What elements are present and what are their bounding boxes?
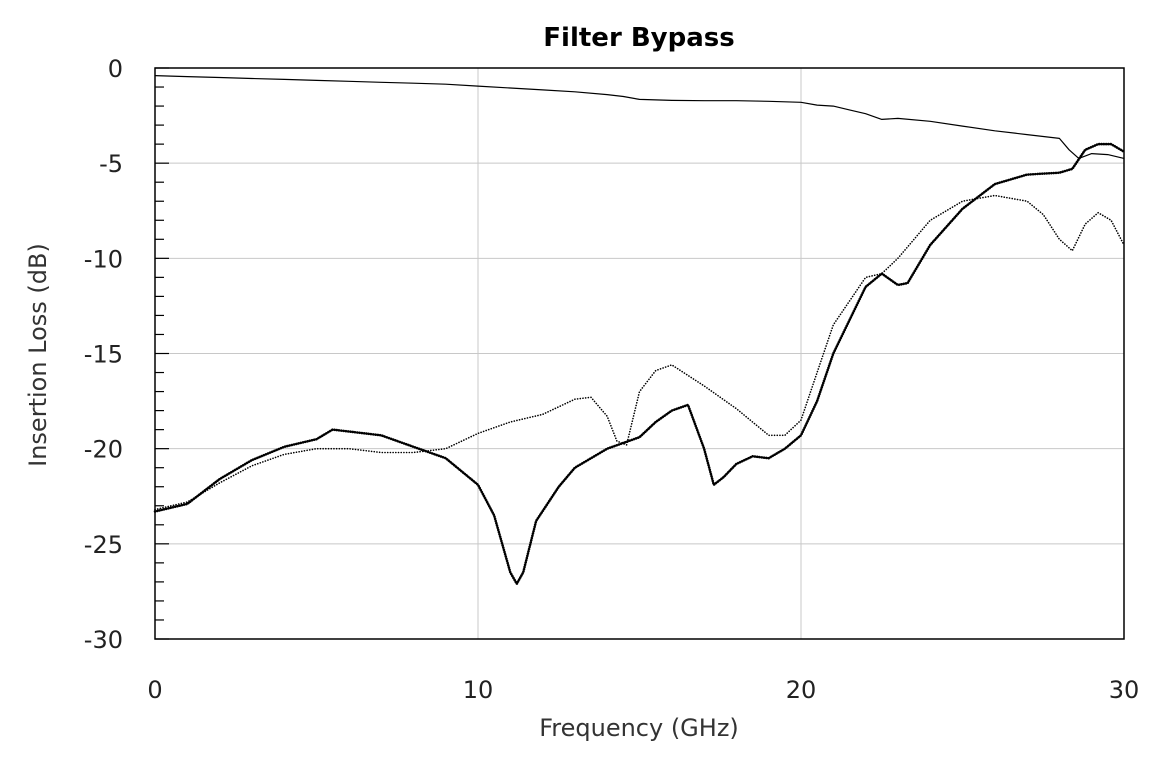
chart-title: Filter Bypass (543, 23, 734, 53)
y-tick-label: -15 (84, 341, 123, 369)
y-tick-label: -30 (84, 626, 123, 654)
y-tick-label: 0 (108, 55, 123, 83)
y-tick-label: -20 (84, 436, 123, 464)
x-tick-label: 0 (147, 676, 162, 704)
y-tick-label: -25 (84, 531, 123, 559)
x-tick-label: 20 (786, 676, 817, 704)
y-tick-label: -10 (84, 245, 123, 273)
series-line-3 (153, 142, 1126, 586)
axis-ticks (155, 67, 169, 640)
x-axis-label: Frequency (GHz) (539, 714, 739, 742)
series-line-2 (154, 194, 1125, 511)
series-group (153, 75, 1126, 586)
plot-frame (154, 67, 1125, 640)
x-tick-label: 30 (1109, 676, 1140, 704)
y-axis-label: Insertion Loss (dB) (24, 243, 52, 467)
x-tick-label: 10 (463, 676, 494, 704)
series-line-1 (154, 75, 1125, 159)
tick-labels: 0 -5 -10 -15 -20 -25 -30 0 10 20 30 (84, 55, 1139, 704)
y-tick-label: -5 (99, 150, 123, 178)
grid (155, 68, 1124, 639)
